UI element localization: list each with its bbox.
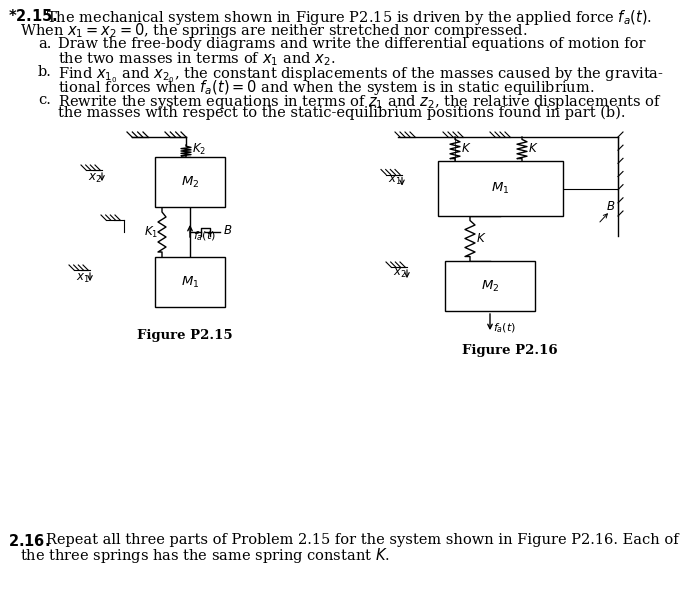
Text: the two masses in terms of $x_1$ and $x_2$.: the two masses in terms of $x_1$ and $x_…: [58, 50, 335, 68]
Bar: [445, 261, 535, 311]
Text: $K_2$: $K_2$: [192, 141, 206, 156]
Text: $K$: $K$: [476, 232, 486, 245]
Text: $K_1$: $K_1$: [144, 225, 158, 240]
Text: The mechanical system shown in Figure P2.15 is driven by the applied force $f_a(: The mechanical system shown in Figure P2…: [46, 8, 652, 27]
Text: $x_1$: $x_1$: [76, 271, 90, 285]
Text: b.: b.: [38, 65, 52, 79]
Text: $M_2$: $M_2$: [181, 174, 199, 189]
Text: $M_2$: $M_2$: [481, 279, 499, 294]
Text: c.: c.: [38, 93, 51, 107]
Text: $M_1$: $M_1$: [181, 274, 199, 289]
Text: $\mathbf{2.16.}$: $\mathbf{2.16.}$: [8, 533, 50, 549]
Text: When $x_1 = x_2 = 0$, the springs are neither stretched nor compressed.: When $x_1 = x_2 = 0$, the springs are ne…: [20, 21, 528, 40]
Text: $B$: $B$: [223, 225, 232, 237]
Text: Figure P2.15: Figure P2.15: [137, 329, 233, 342]
Text: $f_a(t)$: $f_a(t)$: [193, 229, 216, 243]
Text: $f_a(t)$: $f_a(t)$: [493, 321, 516, 335]
Text: $B$: $B$: [606, 200, 615, 213]
Text: tional forces when $f_a(t) = 0$ and when the system is in static equilibrium.: tional forces when $f_a(t) = 0$ and when…: [58, 78, 594, 97]
Bar: [155, 257, 225, 307]
Bar: [155, 157, 225, 207]
Bar: [438, 161, 563, 216]
Text: a.: a.: [38, 37, 51, 51]
Text: Draw the free-body diagrams and write the differential equations of motion for: Draw the free-body diagrams and write th…: [58, 37, 645, 51]
Text: the three springs has the same spring constant $K$.: the three springs has the same spring co…: [20, 546, 390, 565]
Text: Figure P2.16: Figure P2.16: [462, 344, 558, 357]
Text: Repeat all three parts of Problem 2.15 for the system shown in Figure P2.16. Eac: Repeat all three parts of Problem 2.15 f…: [46, 533, 678, 547]
Text: $\mathbf{*2.15.}$: $\mathbf{*2.15.}$: [8, 8, 58, 24]
Text: Find $x_{1_0}$ and $x_{2_0}$, the constant displacements of the masses caused by: Find $x_{1_0}$ and $x_{2_0}$, the consta…: [58, 65, 664, 84]
Text: $x_1$: $x_1$: [388, 174, 402, 187]
Text: $M_1$: $M_1$: [491, 181, 509, 196]
Text: the masses with respect to the static-equilibrium positions found in part (b).: the masses with respect to the static-eq…: [58, 106, 626, 120]
Text: $K$: $K$: [528, 143, 538, 156]
Text: $x_2$: $x_2$: [88, 171, 102, 184]
Text: Rewrite the system equations in terms of $z_1$ and $z_2$, the relative displacem: Rewrite the system equations in terms of…: [58, 93, 662, 111]
Text: $K$: $K$: [461, 143, 472, 156]
Text: $x_2$: $x_2$: [393, 267, 407, 280]
